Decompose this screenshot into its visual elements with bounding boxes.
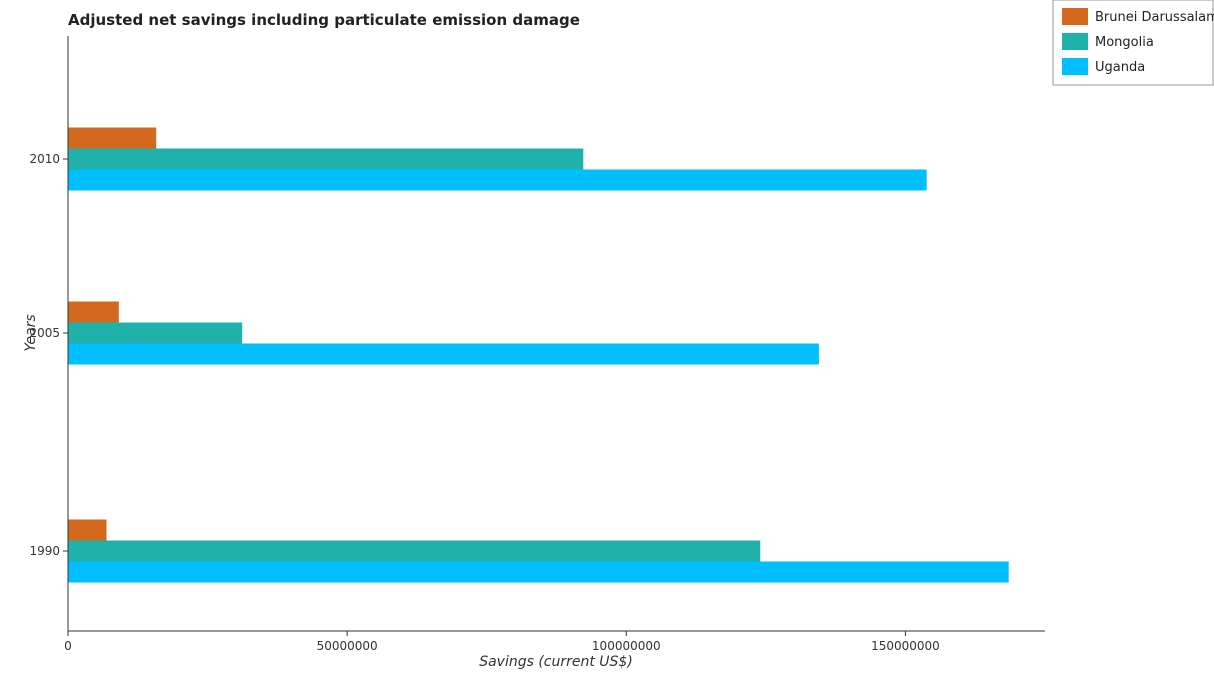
bar-mongolia-1990 <box>68 540 761 562</box>
bar-mongolia-2005 <box>68 322 243 344</box>
bar-uganda-2010 <box>68 169 927 191</box>
bar-brunei-darussalam-2005 <box>68 301 119 323</box>
bar-brunei-darussalam-1990 <box>68 519 107 541</box>
bar-uganda-2005 <box>68 343 819 365</box>
x-tick-label-2: 100000000 <box>592 639 661 653</box>
legend-swatch-mongolia <box>1062 33 1088 50</box>
bar-uganda-1990 <box>68 561 1009 583</box>
bar-mongolia-2010 <box>68 148 584 170</box>
y-tick-label-2005: 2005 <box>29 326 60 340</box>
legend-swatch-brunei-darussalam <box>1062 8 1088 25</box>
legend-label-brunei-darussalam: Brunei Darussalam <box>1095 10 1214 25</box>
bar-brunei-darussalam-2010 <box>68 127 157 149</box>
legend-label-uganda: Uganda <box>1095 60 1145 75</box>
x-tick-label-3: 150000000 <box>871 639 940 653</box>
chart-title: Adjusted net savings including particula… <box>68 11 580 29</box>
y-tick-label-2010: 2010 <box>29 152 60 166</box>
legend: Brunei Darussalam Mongolia Uganda <box>1052 0 1214 86</box>
y-tick-label-1990: 1990 <box>29 544 60 558</box>
y-axis-label: Years <box>23 314 39 351</box>
x-axis-label: Savings (current US$) <box>479 654 633 670</box>
x-tick-label-1: 50000000 <box>317 639 378 653</box>
legend-swatch-uganda <box>1062 58 1088 75</box>
ticks-layer: 1990 2005 2010 0 50000000 100000000 150000000 <box>29 152 939 653</box>
legend-label-mongolia: Mongolia <box>1095 35 1154 50</box>
x-tick-label-0: 0 <box>64 639 72 653</box>
bars-layer <box>68 127 1009 583</box>
